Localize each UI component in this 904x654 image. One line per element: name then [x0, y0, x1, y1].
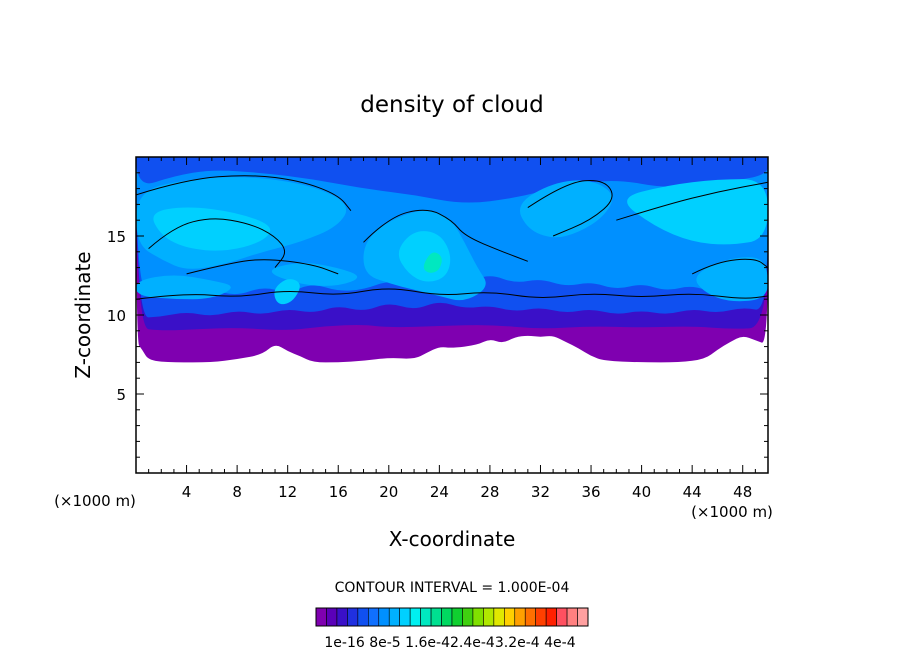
field-swirl-left-inner	[153, 207, 271, 251]
field-bottom-left-band	[136, 275, 231, 300]
colorbar-swatch	[556, 607, 568, 627]
colorbar-swatch	[545, 607, 557, 627]
field-right-lobe	[696, 257, 768, 302]
contour-line-swirl	[148, 218, 286, 268]
x-tick-label: 40	[632, 483, 651, 501]
x-tick-label: 24	[430, 483, 449, 501]
colorbar-swatch	[399, 607, 411, 627]
y-tick-label: 5	[116, 386, 126, 404]
colorbar-swatch	[577, 607, 589, 627]
field-upper-right-lobe	[519, 180, 613, 238]
contour-lines	[136, 175, 768, 300]
x-tick-label: 4	[182, 483, 192, 501]
colorbar-swatch	[493, 607, 505, 627]
x-axis-title: X-coordinate	[389, 527, 516, 551]
contour-line-right	[616, 181, 768, 221]
colorbar-swatch	[336, 607, 348, 627]
contour-line-cloud-base	[136, 288, 768, 300]
field-bright-core	[423, 252, 442, 273]
colorbar-swatch	[462, 607, 474, 627]
colorbar-swatch	[472, 607, 484, 627]
colorbar-swatch	[514, 607, 526, 627]
contour-line-upper-left	[136, 175, 352, 212]
x-axis-unit-label-left: (×1000 m)	[54, 492, 136, 510]
y-tick-label: 15	[107, 228, 126, 246]
contour-line-lower-right	[691, 258, 768, 275]
contour-line-mid-left	[186, 259, 339, 275]
field-right-wedge	[627, 179, 768, 245]
y-axis-ticks: 5 10 15	[107, 156, 768, 474]
cloud-density-field	[136, 157, 768, 363]
colorbar-swatch	[441, 607, 453, 627]
colorbar-tick-labels: 1e-16 8e-5 1.6e-42.4e-43.2e-4 4e-4	[324, 635, 575, 651]
colorbar-swatch	[388, 607, 400, 627]
x-tick-label: 20	[379, 483, 398, 501]
x-tick-label: 32	[531, 483, 550, 501]
colorbar-swatch	[378, 607, 390, 627]
colorbar-frame	[315, 607, 589, 627]
contour-interval-label: CONTOUR INTERVAL = 1.000E-04	[335, 580, 570, 596]
x-tick-label: 36	[581, 483, 600, 501]
x-tick-label: 48	[733, 483, 752, 501]
x-tick-label: 12	[278, 483, 297, 501]
colorbar	[315, 607, 589, 627]
field-upper-region	[136, 157, 768, 203]
contour-line-upper-right	[527, 179, 613, 237]
x-tick-label: 28	[480, 483, 499, 501]
colorbar-swatch	[315, 607, 327, 627]
x-axis-ticks: 4 8 12 16 20 24 28 32 36 40 44 48	[135, 157, 769, 501]
colorbar-swatch	[566, 607, 578, 627]
colorbar-swatch	[524, 607, 536, 627]
colorbar-swatch	[504, 607, 516, 627]
colorbar-swatch	[368, 607, 380, 627]
colorbar-swatch	[326, 607, 338, 627]
colorbar-swatch	[535, 607, 547, 627]
chart-title: density of cloud	[360, 92, 543, 118]
colorbar-swatch	[483, 607, 495, 627]
contour-line-central	[363, 209, 528, 262]
x-axis-unit-label-right: (×1000 m)	[691, 503, 773, 521]
colorbar-swatch	[451, 607, 463, 627]
colorbar-swatch	[420, 607, 432, 627]
x-tick-label: 44	[683, 483, 702, 501]
colorbar-swatch	[347, 607, 359, 627]
x-tick-label: 16	[329, 483, 348, 501]
colorbar-swatch	[357, 607, 369, 627]
colorbar-swatch	[430, 607, 442, 627]
y-axis-title: Z-coordinate	[71, 251, 95, 378]
x-tick-label: 8	[232, 483, 242, 501]
colorbar-swatch	[409, 607, 421, 627]
y-tick-label: 10	[107, 307, 126, 325]
